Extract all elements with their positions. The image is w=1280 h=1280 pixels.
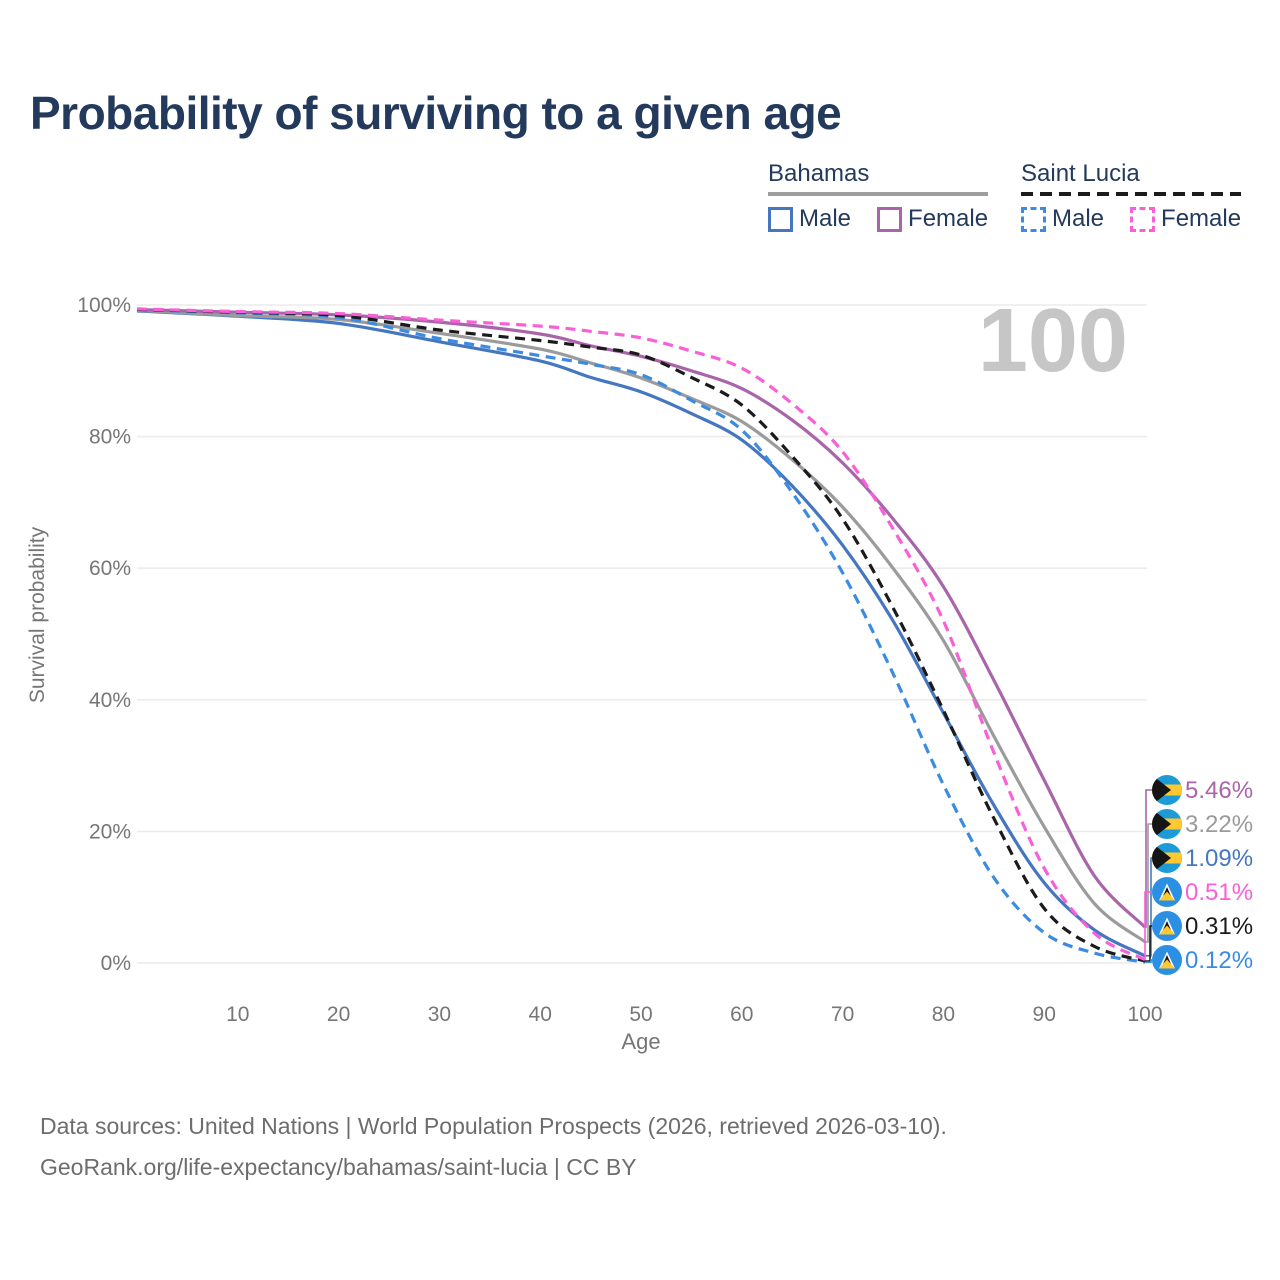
- end-label-connector-0.12%: [1145, 959, 1152, 963]
- x-tick-label: 70: [831, 1003, 854, 1026]
- x-tick-label: 80: [932, 1003, 955, 1026]
- legend-item-bahamas-female[interactable]: Female: [877, 205, 988, 233]
- legend-swatch-dashed-blue: [1021, 206, 1046, 232]
- legend-item-bahamas-male[interactable]: Male: [768, 205, 851, 233]
- x-tick-label: 90: [1033, 1003, 1056, 1026]
- curve-saint-lucia-female[interactable]: [136, 307, 1146, 962]
- flag-part: [1152, 843, 1171, 873]
- flag-icon-saint-lucia: [1152, 911, 1182, 941]
- end-value-label-bahamas-both-sexes: 3.22%: [1185, 811, 1253, 838]
- footer: Data sources: United Nations | World Pop…: [40, 1106, 947, 1188]
- flag-icon-saint-lucia: [1152, 945, 1182, 975]
- x-tick-label: 10: [226, 1003, 249, 1026]
- legend-item-label: Female: [908, 205, 989, 232]
- legend-country-bahamas: Bahamas: [768, 160, 870, 187]
- x-tick-label: 60: [730, 1003, 753, 1026]
- footer-data-sources: Data sources: United Nations | World Pop…: [40, 1113, 947, 1139]
- y-tick-label: 0%: [101, 952, 131, 975]
- legend-underline-solid: [768, 192, 989, 196]
- legend-item-saint-lucia-female[interactable]: Female: [1130, 205, 1241, 233]
- flag-icon-bahamas: [1152, 843, 1182, 873]
- end-value-label-saint-lucia-male: 0.12%: [1185, 947, 1253, 974]
- y-tick-label: 20%: [89, 820, 131, 843]
- x-tick-label: 30: [428, 1003, 451, 1026]
- legend-swatch-solid-blue: [768, 206, 793, 232]
- curve-bahamas-male[interactable]: [136, 309, 1146, 958]
- y-tick-label: 100%: [77, 294, 131, 317]
- flag-part: [1152, 809, 1171, 839]
- y-tick-label: 60%: [89, 557, 131, 580]
- curve-saint-lucia-male[interactable]: [136, 308, 1146, 964]
- end-label-connector-0.51%: [1144, 891, 1152, 960]
- y-tick-label: 40%: [89, 689, 131, 712]
- legend-item-label: Male: [799, 205, 852, 232]
- legend-item-label: Male: [1052, 205, 1105, 232]
- flag-part: [1159, 925, 1175, 935]
- end-label-connector-3.22%: [1145, 823, 1152, 943]
- flag-icon-saint-lucia: [1152, 877, 1182, 907]
- flag-icon-bahamas: [1152, 775, 1182, 805]
- y-tick-label: 80%: [89, 426, 131, 449]
- flag-part: [1152, 775, 1171, 805]
- end-value-label-saint-lucia-female: 0.51%: [1185, 879, 1253, 906]
- legend-country-saint-lucia: Saint Lucia: [1021, 160, 1140, 187]
- y-axis-title: Survival probability: [26, 526, 49, 703]
- end-value-label-bahamas-male: 1.09%: [1185, 845, 1253, 872]
- legend-item-saint-lucia-male[interactable]: Male: [1021, 205, 1104, 233]
- page-title: Probability of surviving to a given age: [30, 87, 842, 139]
- end-value-label-saint-lucia-both-sexes: 0.31%: [1185, 913, 1253, 940]
- x-tick-label: 20: [327, 1003, 350, 1026]
- legend-group-saint-lucia: Saint Lucia Male Female: [1021, 160, 1242, 233]
- x-tick-label: 40: [529, 1003, 552, 1026]
- x-axis-title: Age: [621, 1029, 660, 1054]
- curve-bahamas-female[interactable]: [136, 308, 1147, 929]
- legend-group-bahamas: Bahamas Male Female: [768, 160, 989, 233]
- age-watermark: 100: [978, 291, 1128, 391]
- x-tick-label: 50: [629, 1003, 652, 1026]
- footer-attribution: GeoRank.org/life-expectancy/bahamas/sain…: [40, 1154, 637, 1180]
- curve-saint-lucia-both-sexes[interactable]: [136, 307, 1146, 963]
- legend-swatch-dashed-pink: [1130, 206, 1156, 232]
- end-label-connector-0.31%: [1145, 925, 1152, 962]
- legend-underline-dashed: [1021, 192, 1242, 196]
- flag-part: [1159, 891, 1175, 901]
- end-value-label-bahamas-female: 5.46%: [1185, 777, 1253, 804]
- legend-item-label: Female: [1161, 205, 1242, 232]
- curve-bahamas-both-sexes[interactable]: [136, 308, 1146, 944]
- x-tick-label: 100: [1127, 1003, 1162, 1026]
- end-label-connector-1.09%: [1145, 857, 1152, 957]
- legend-swatch-solid-purple: [877, 206, 903, 232]
- flag-part: [1159, 959, 1175, 969]
- flag-icon-bahamas: [1152, 809, 1182, 839]
